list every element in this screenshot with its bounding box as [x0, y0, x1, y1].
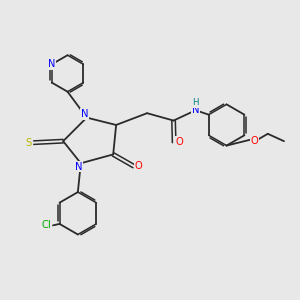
Text: Cl: Cl [42, 220, 51, 230]
Text: O: O [134, 161, 142, 171]
Text: N: N [48, 59, 56, 69]
Text: H: H [192, 98, 198, 107]
Text: O: O [175, 137, 183, 147]
Text: N: N [192, 105, 200, 115]
Text: S: S [26, 138, 32, 148]
Text: N: N [75, 162, 82, 172]
Text: O: O [251, 136, 258, 146]
Text: N: N [81, 109, 88, 119]
